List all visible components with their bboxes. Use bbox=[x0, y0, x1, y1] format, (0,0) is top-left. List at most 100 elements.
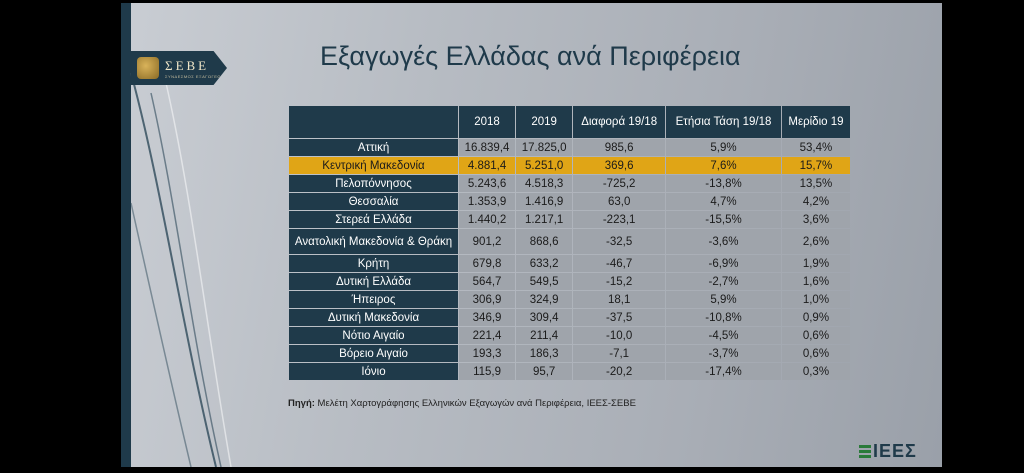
value-cell: 1.217,1 bbox=[516, 211, 573, 228]
value-cell: 5,9% bbox=[666, 291, 781, 308]
header-region bbox=[289, 106, 458, 138]
value-cell: 211,4 bbox=[516, 327, 573, 344]
value-cell: 0,6% bbox=[781, 327, 850, 344]
value-cell: -13,8% bbox=[666, 175, 781, 192]
logo-name: ΣΕΒΕ bbox=[165, 57, 210, 73]
region-cell: Ανατολική Μακεδονία & Θράκη bbox=[289, 229, 458, 254]
ieese-logo: ΙΕΕΣ bbox=[859, 441, 917, 462]
value-cell: 13,5% bbox=[781, 175, 850, 192]
value-cell: -17,4% bbox=[666, 363, 781, 380]
table-row: Στερεά Ελλάδα 1.440,2 1.217,1 -223,1 -15,5% 3… bbox=[289, 211, 850, 228]
value-cell: -3,6% bbox=[666, 229, 781, 254]
region-cell: Θεσσαλία bbox=[289, 193, 458, 210]
value-cell: -223,1 bbox=[573, 211, 666, 228]
value-cell: 4.881,4 bbox=[459, 157, 516, 174]
value-cell: 324,9 bbox=[516, 291, 573, 308]
value-cell: 5.243,6 bbox=[459, 175, 516, 192]
value-cell: 0,3% bbox=[781, 363, 850, 380]
value-cell: -4,5% bbox=[666, 327, 781, 344]
slide-sidebar-bar bbox=[121, 3, 131, 467]
value-cell: 346,9 bbox=[459, 309, 516, 326]
value-cell: -15,2 bbox=[573, 273, 666, 290]
region-cell: Κεντρική Μακεδονία bbox=[289, 157, 458, 174]
logo-subtitle: ΣΥΝΔΕΣΜΟΣ ΕΞΑΓΩΓΕΩΝ bbox=[165, 73, 225, 79]
value-cell: 633,2 bbox=[516, 255, 573, 272]
region-cell: Αττική bbox=[289, 139, 458, 156]
source-label: Πηγή: bbox=[288, 398, 315, 409]
value-cell: -20,2 bbox=[573, 363, 666, 380]
region-cell: Ήπειρος bbox=[289, 291, 458, 308]
value-cell: 5.251,0 bbox=[516, 157, 573, 174]
ieese-bars-icon bbox=[859, 445, 871, 458]
value-cell: 868,6 bbox=[516, 229, 573, 254]
value-cell: 17.825,0 bbox=[516, 139, 573, 156]
table-row: Ήπειρος 306,9 324,9 18,1 5,9% 1,0% bbox=[289, 291, 850, 308]
region-cell: Κρήτη bbox=[289, 255, 458, 272]
table-row: Πελοπόννησος 5.243,6 4.518,3 -725,2 -13,8% 13… bbox=[289, 175, 850, 192]
slide-title: Εξαγωγές Ελλάδας ανά Περιφέρεια bbox=[320, 41, 741, 71]
table-body: Αττική 16.839,4 17.825,0 985,6 5,9% 53,4% Κεντ… bbox=[289, 139, 850, 380]
value-cell: -725,2 bbox=[573, 175, 666, 192]
ieese-logo-text: ΙΕΕΣ bbox=[873, 441, 917, 461]
value-cell: 679,8 bbox=[459, 255, 516, 272]
table-row: Δυτική Ελλάδα 564,7 549,5 -15,2 -2,7% 1,6% bbox=[289, 273, 850, 290]
source-note: Πηγή: Μελέτη Χαρτογράφησης Ελληνικών Εξα… bbox=[288, 398, 636, 409]
region-cell: Στερεά Ελλάδα bbox=[289, 211, 458, 228]
value-cell: 186,3 bbox=[516, 345, 573, 362]
value-cell: -10,8% bbox=[666, 309, 781, 326]
value-cell: 1.416,9 bbox=[516, 193, 573, 210]
value-cell: 369,6 bbox=[573, 157, 666, 174]
region-cell: Δυτική Μακεδονία bbox=[289, 309, 458, 326]
table-row: Κεντρική Μακεδονία 4.881,4 5.251,0 369,6 7,6… bbox=[289, 157, 850, 174]
region-cell: Δυτική Ελλάδα bbox=[289, 273, 458, 290]
value-cell: 1,0% bbox=[781, 291, 850, 308]
value-cell: 0,9% bbox=[781, 309, 850, 326]
value-cell: 309,4 bbox=[516, 309, 573, 326]
value-cell: -2,7% bbox=[666, 273, 781, 290]
value-cell: 53,4% bbox=[781, 139, 850, 156]
table-row: Βόρειο Αιγαίο 193,3 186,3 -7,1 -3,7% 0,6% bbox=[289, 345, 850, 362]
value-cell: 1,6% bbox=[781, 273, 850, 290]
table-row: Ανατολική Μακεδονία & Θράκη 901,2 868,6 -32… bbox=[289, 229, 850, 254]
value-cell: 7,6% bbox=[666, 157, 781, 174]
region-cell: Ιόνιο bbox=[289, 363, 458, 380]
value-cell: 63,0 bbox=[573, 193, 666, 210]
value-cell: 4.518,3 bbox=[516, 175, 573, 192]
decorative-curves bbox=[130, 72, 232, 467]
seve-emblem-icon bbox=[137, 57, 159, 79]
region-cell: Βόρειο Αιγαίο bbox=[289, 345, 458, 362]
value-cell: -6,9% bbox=[666, 255, 781, 272]
value-cell: 549,5 bbox=[516, 273, 573, 290]
presentation-slide: ΣΕΒΕ ΣΥΝΔΕΣΜΟΣ ΕΞΑΓΩΓΕΩΝ Εξαγωγές Ελλάδα… bbox=[121, 3, 942, 467]
value-cell: 1,9% bbox=[781, 255, 850, 272]
seve-logo: ΣΕΒΕ ΣΥΝΔΕΣΜΟΣ ΕΞΑΓΩΓΕΩΝ bbox=[131, 51, 227, 85]
value-cell: 985,6 bbox=[573, 139, 666, 156]
table-row: Ιόνιο 115,9 95,7 -20,2 -17,4% 0,3% bbox=[289, 363, 850, 380]
table-row: Κρήτη 679,8 633,2 -46,7 -6,9% 1,9% bbox=[289, 255, 850, 272]
value-cell: -10,0 bbox=[573, 327, 666, 344]
value-cell: 5,9% bbox=[666, 139, 781, 156]
value-cell: -46,7 bbox=[573, 255, 666, 272]
value-cell: 1.353,9 bbox=[459, 193, 516, 210]
value-cell: 3,6% bbox=[781, 211, 850, 228]
region-cell: Πελοπόννησος bbox=[289, 175, 458, 192]
value-cell: 1.440,2 bbox=[459, 211, 516, 228]
table-row: Αττική 16.839,4 17.825,0 985,6 5,9% 53,4% bbox=[289, 139, 850, 156]
value-cell: 16.839,4 bbox=[459, 139, 516, 156]
value-cell: 564,7 bbox=[459, 273, 516, 290]
value-cell: -3,7% bbox=[666, 345, 781, 362]
column-header: Ετήσια Τάση 19/18 bbox=[666, 106, 781, 138]
region-cell: Νότιο Αιγαίο bbox=[289, 327, 458, 344]
value-cell: 0,6% bbox=[781, 345, 850, 362]
value-cell: 18,1 bbox=[573, 291, 666, 308]
value-cell: -37,5 bbox=[573, 309, 666, 326]
column-header: 2018 bbox=[459, 106, 516, 138]
value-cell: 4,7% bbox=[666, 193, 781, 210]
value-cell: -32,5 bbox=[573, 229, 666, 254]
value-cell: 115,9 bbox=[459, 363, 516, 380]
value-cell: 95,7 bbox=[516, 363, 573, 380]
column-header: 2019 bbox=[516, 106, 573, 138]
table-header-row: 2018 2019 Διαφορά 19/18 Ετήσια Τάση 19/18 Με… bbox=[289, 106, 850, 138]
table-row: Θεσσαλία 1.353,9 1.416,9 63,0 4,7% 4,2% bbox=[289, 193, 850, 210]
value-cell: 306,9 bbox=[459, 291, 516, 308]
